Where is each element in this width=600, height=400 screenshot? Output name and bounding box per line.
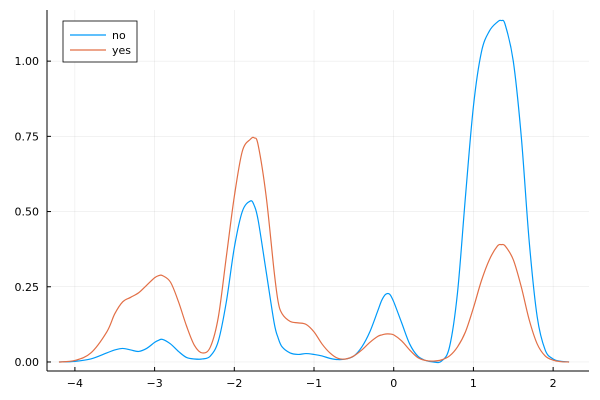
- y-tick-label: 0.00: [15, 356, 40, 369]
- series-layer: [58, 19, 570, 364]
- series-line-no: [58, 19, 570, 364]
- x-tick-label: −4: [67, 377, 83, 390]
- x-tick-label: 0: [390, 377, 397, 390]
- y-tick-label: 0.25: [15, 281, 40, 294]
- x-tick-label: −2: [226, 377, 242, 390]
- legend: no yes: [62, 20, 138, 63]
- x-tick-label: −1: [306, 377, 322, 390]
- y-tick-label: 1.00: [15, 55, 40, 68]
- x-tick-label: −3: [146, 377, 162, 390]
- y-tick-label: 0.50: [15, 206, 40, 219]
- legend-entries: no yes: [70, 29, 131, 57]
- legend-label-no: no: [112, 29, 126, 42]
- y-tick-label: 0.75: [15, 130, 40, 143]
- x-tick-label: 1: [470, 377, 477, 390]
- series-line-yes: [58, 136, 570, 363]
- legend-box: [62, 20, 138, 63]
- x-tick-label: 2: [550, 377, 557, 390]
- axes: [46, 10, 589, 372]
- grid-lines: [47, 10, 589, 371]
- tick-layer: −4 −3 −2 −1 0 1 2 0.00 0.25 0.50 0.75 1.00: [15, 55, 557, 390]
- legend-label-yes: yes: [112, 44, 131, 57]
